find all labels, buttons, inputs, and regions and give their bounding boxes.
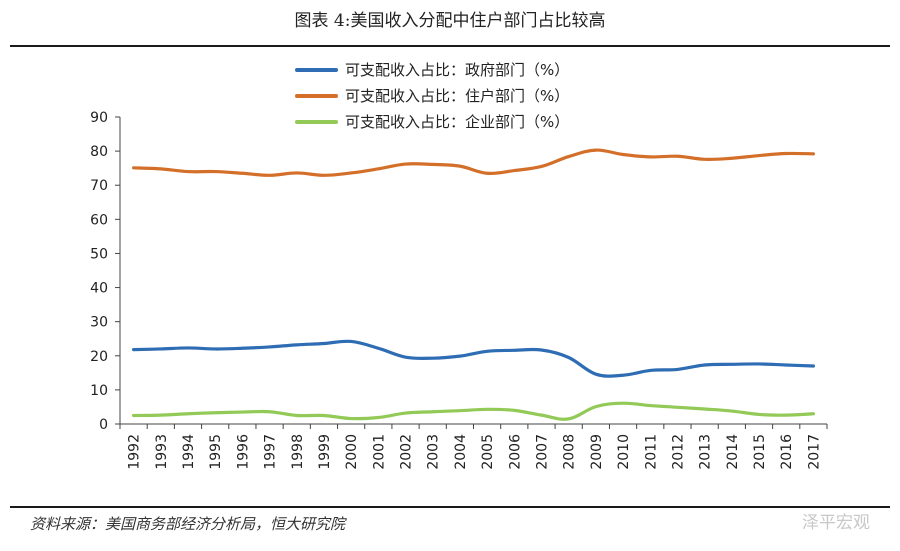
x-tick-label: 2004 bbox=[453, 434, 469, 470]
x-axis: 1992 1993 1994 1995 1996 1997 1998 1999 2000 2001… bbox=[119, 423, 828, 470]
bottom-rule bbox=[10, 506, 890, 508]
top-rule bbox=[10, 45, 890, 47]
x-tick-label: 2000 bbox=[344, 434, 360, 470]
x-tick-label: 1994 bbox=[181, 434, 197, 470]
x-tick-label: 1993 bbox=[154, 434, 170, 470]
series-line-2 bbox=[131, 401, 815, 421]
x-tick-label: 2010 bbox=[616, 434, 632, 470]
x-tick-label: 2005 bbox=[480, 434, 496, 470]
x-tick-label: 2015 bbox=[752, 434, 768, 470]
legend: 可支配收入占比：政府部门（%） 可支配收入占比：住户部门（%） 可支配收入占比：企业… bbox=[295, 61, 569, 131]
y-tick-label: 80 bbox=[90, 144, 108, 160]
series-lines bbox=[131, 148, 815, 421]
x-tick-label: 2002 bbox=[399, 434, 415, 470]
x-tick-label: 2001 bbox=[371, 434, 387, 470]
source-note: 资料来源：美国商务部经济分析局，恒大研究院 bbox=[30, 515, 346, 533]
series-line-0 bbox=[131, 339, 815, 378]
legend-label-2: 可支配收入占比：企业部门（%） bbox=[345, 113, 569, 131]
y-tick-label: 50 bbox=[90, 246, 108, 262]
y-tick-label: 90 bbox=[90, 110, 108, 126]
watermark: 泽平宏观 bbox=[802, 513, 870, 533]
x-tick-label: 2006 bbox=[507, 434, 523, 470]
x-tick-label: 2008 bbox=[562, 434, 578, 470]
chart-title: 图表 4:美国收入分配中住户部门占比较高 bbox=[294, 11, 606, 31]
legend-label-1: 可支配收入占比：住户部门（%） bbox=[345, 87, 569, 105]
legend-label-0: 可支配收入占比：政府部门（%） bbox=[345, 61, 569, 79]
x-tick-label: 1998 bbox=[290, 434, 306, 470]
y-tick-label: 60 bbox=[90, 212, 108, 228]
y-tick-label: 10 bbox=[90, 383, 108, 399]
y-tick-label: 20 bbox=[90, 349, 108, 365]
y-tick-label: 40 bbox=[90, 281, 108, 297]
x-tick-label: 2003 bbox=[426, 434, 442, 470]
x-tick-label: 2009 bbox=[589, 434, 605, 470]
x-tick-label: 2007 bbox=[534, 434, 550, 470]
x-tick-label: 2014 bbox=[725, 434, 741, 470]
x-tick-label: 2012 bbox=[670, 434, 686, 470]
x-tick-label: 1997 bbox=[263, 434, 279, 470]
x-tick-label: 2011 bbox=[643, 434, 659, 470]
x-tick-label: 2017 bbox=[806, 434, 822, 470]
x-tick-label: 1992 bbox=[127, 434, 143, 470]
line-chart: 可支配收入占比：政府部门（%） 可支配收入占比：住户部门（%） 可支配收入占比：企业… bbox=[90, 61, 828, 470]
y-tick-label: 70 bbox=[90, 178, 108, 194]
y-tick-label: 0 bbox=[99, 417, 108, 433]
x-tick-label: 2013 bbox=[698, 434, 714, 470]
x-tick-label: 2016 bbox=[779, 434, 795, 470]
series-line-1 bbox=[131, 148, 815, 177]
y-axis: 0 10 20 30 40 50 60 70 80 90 bbox=[90, 110, 121, 433]
y-tick-label: 30 bbox=[90, 315, 108, 331]
x-tick-label: 1995 bbox=[208, 434, 224, 470]
x-tick-label: 1999 bbox=[317, 434, 333, 470]
x-tick-label: 1996 bbox=[235, 434, 251, 470]
